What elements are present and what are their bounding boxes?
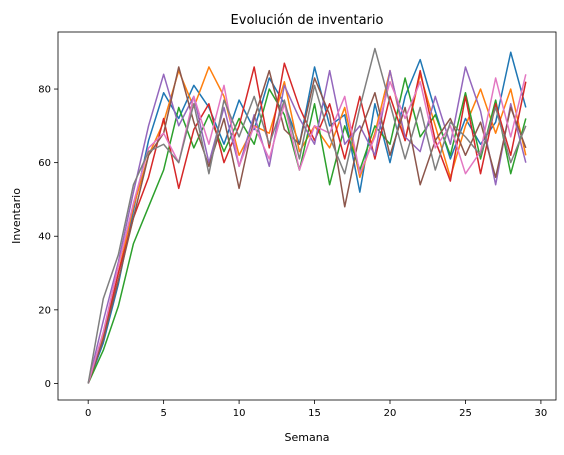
x-tick-label: 0 [85, 408, 91, 419]
series-line-8 [87, 47, 527, 384]
x-tick-label: 25 [459, 408, 472, 419]
y-tick-label: 80 [38, 85, 51, 96]
chart-title: Evolución de inventario [231, 13, 384, 28]
y-tick-label: 20 [38, 305, 51, 316]
series-line-1 [87, 51, 527, 384]
x-tick-label: 15 [308, 408, 321, 419]
plot-frame [57, 31, 557, 401]
x-axis: 0 5 10 15 20 25 30 [85, 400, 547, 419]
y-tick-label: 60 [38, 158, 51, 169]
y-axis-label: Inventario [10, 188, 23, 244]
series-line-3 [87, 77, 527, 384]
series-line-7 [87, 74, 527, 384]
y-tick-label: 0 [45, 379, 51, 390]
x-tick-label: 20 [384, 408, 397, 419]
y-axis: 0 20 40 60 80 [38, 85, 58, 390]
y-tick-label: 40 [38, 232, 51, 243]
x-tick-label: 5 [160, 408, 166, 419]
series-lines [87, 47, 527, 384]
x-tick-label: 30 [535, 408, 548, 419]
x-tick-label: 10 [233, 408, 246, 419]
x-axis-label: Semana [285, 431, 330, 444]
